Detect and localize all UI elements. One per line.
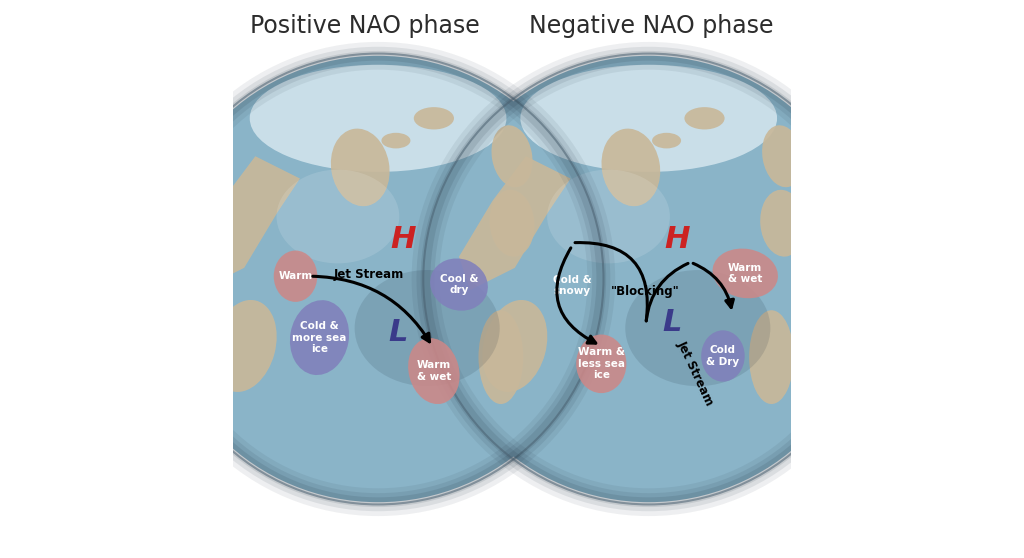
Circle shape bbox=[426, 56, 871, 502]
Ellipse shape bbox=[626, 270, 770, 386]
Text: Cool &
dry: Cool & dry bbox=[439, 274, 478, 295]
Ellipse shape bbox=[547, 170, 670, 263]
Ellipse shape bbox=[489, 190, 535, 257]
Circle shape bbox=[426, 56, 871, 502]
Polygon shape bbox=[459, 156, 570, 290]
Text: Cold
& Dry: Cold & Dry bbox=[707, 345, 739, 367]
Text: L: L bbox=[662, 308, 681, 337]
Circle shape bbox=[155, 56, 601, 502]
Ellipse shape bbox=[701, 330, 744, 382]
Ellipse shape bbox=[430, 258, 487, 311]
Ellipse shape bbox=[250, 65, 507, 172]
Text: Jet Stream: Jet Stream bbox=[674, 338, 716, 407]
Polygon shape bbox=[188, 156, 300, 290]
Text: Warm: Warm bbox=[279, 271, 312, 281]
Ellipse shape bbox=[601, 128, 660, 206]
Text: L: L bbox=[388, 318, 408, 347]
Text: Warm
& wet: Warm & wet bbox=[728, 263, 763, 284]
Ellipse shape bbox=[750, 310, 794, 404]
Text: H: H bbox=[664, 225, 689, 254]
Text: Negative NAO phase: Negative NAO phase bbox=[528, 14, 773, 38]
Ellipse shape bbox=[409, 338, 460, 404]
Ellipse shape bbox=[760, 190, 805, 257]
Text: Cold &
more sea
ice: Cold & more sea ice bbox=[292, 321, 347, 354]
Ellipse shape bbox=[684, 107, 725, 129]
Text: Warm &
less sea
ice: Warm & less sea ice bbox=[578, 347, 625, 381]
Ellipse shape bbox=[762, 125, 803, 187]
Ellipse shape bbox=[354, 270, 500, 386]
Ellipse shape bbox=[414, 107, 454, 129]
Ellipse shape bbox=[577, 335, 627, 393]
Ellipse shape bbox=[212, 300, 276, 392]
Ellipse shape bbox=[652, 133, 681, 148]
Text: "Blocking": "Blocking" bbox=[610, 285, 679, 298]
Ellipse shape bbox=[492, 125, 532, 187]
Text: Warm
& wet: Warm & wet bbox=[417, 360, 451, 382]
Ellipse shape bbox=[273, 251, 317, 302]
Text: Jet Stream: Jet Stream bbox=[334, 268, 403, 281]
Ellipse shape bbox=[276, 170, 399, 263]
Circle shape bbox=[155, 56, 601, 502]
Ellipse shape bbox=[331, 128, 389, 206]
Text: Positive NAO phase: Positive NAO phase bbox=[250, 14, 479, 38]
Ellipse shape bbox=[381, 133, 411, 148]
Ellipse shape bbox=[713, 248, 778, 299]
Text: H: H bbox=[390, 225, 416, 254]
Text: Cold &
snowy: Cold & snowy bbox=[553, 275, 592, 296]
Ellipse shape bbox=[482, 300, 547, 392]
Ellipse shape bbox=[478, 310, 523, 404]
Ellipse shape bbox=[520, 65, 777, 172]
Ellipse shape bbox=[290, 300, 349, 375]
